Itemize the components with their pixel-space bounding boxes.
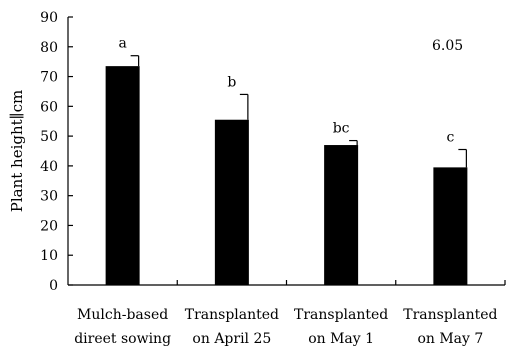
y-tick-label: 0 [49,278,58,294]
y-ticks: 0 10 20 30 40 50 60 70 80 90 [40,10,73,294]
error-bars [130,55,467,168]
x-tick-label: Transplanted on May 7 [403,307,497,347]
y-tick-label: 60 [40,99,58,115]
y-tick-label: 10 [40,248,58,264]
x-tick-label: Transplanted on April 25 [185,307,279,347]
bar [324,145,359,285]
category-labels: Mulch-based direet sowing Transplanted on A… [74,307,497,347]
y-axis: 0 10 20 30 40 50 60 70 80 90 [40,10,73,294]
bar [105,66,140,285]
y-tick-label: 30 [40,189,58,205]
y-tick-label: 80 [40,40,58,56]
significance-label: a [118,36,126,52]
annotation-label: 6.05 [432,38,463,54]
bar [214,119,249,285]
y-tick-label: 20 [40,218,58,234]
significance-label: b [227,74,236,90]
significance-labels: a b bc c [118,36,454,146]
x-tick-label: Mulch-based direet sowing [74,307,171,347]
x-tick-label: Transplanted on May 1 [294,307,388,347]
y-tick-label: 50 [40,129,58,145]
y-axis-title: Plant height∥cm [8,90,26,212]
x-ticks [176,280,506,285]
significance-label: bc [333,121,350,137]
y-tick-label: 70 [40,70,58,86]
bar [433,167,468,285]
bars [105,66,468,285]
y-tick-label: 90 [40,10,58,26]
significance-label: c [446,130,454,146]
y-tick-label: 40 [40,159,58,175]
